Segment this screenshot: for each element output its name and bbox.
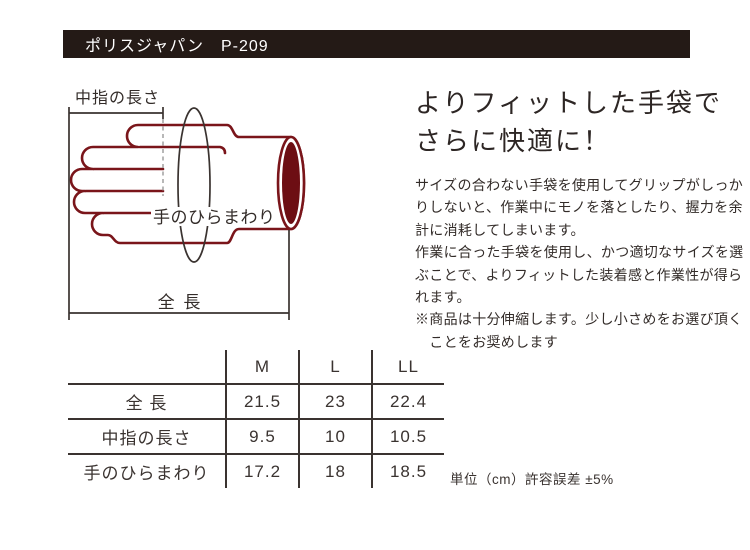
size-value-cell: 9.5 — [225, 418, 299, 454]
size-value-cell: 10.5 — [371, 418, 444, 454]
unit-note: 単位（cm）許容誤差 ±5% — [450, 472, 614, 487]
intro-body-line: サイズの合わない手袋を使用してグリップがしっか — [415, 177, 744, 193]
finger-separator-line-1 — [138, 145, 227, 155]
intro-body-line: ことをお奨めします — [415, 333, 558, 350]
intro-body-line: ぶことで、よりフィットした装着感と作業性が得ら — [415, 266, 743, 283]
palm-circumference-label: 手のひらまわり — [153, 208, 276, 227]
glove-diagram-svg: 中指の長さ 手のひらまわり 全 長 — [68, 89, 306, 320]
size-value-cell: 22.4 — [371, 383, 444, 419]
intro-body: サイズの合わない手袋を使用してグリップがしっか りしないと、作業中にモノを落とし… — [415, 174, 750, 353]
size-value-cell: 23 — [298, 383, 372, 419]
intro-body-line: 計に消耗してしまいます。 — [415, 221, 585, 238]
intro-body-line: りしないと、作業中にモノを落としたり、握力を余 — [415, 199, 743, 216]
size-column-header-m: M — [225, 350, 299, 384]
size-row-label: 中指の長さ — [68, 418, 226, 454]
product-title: ポリスジャパン P-209 — [85, 38, 269, 55]
product-header-bar: ポリスジャパン P-209 — [63, 30, 690, 58]
size-table-row-middle-finger: 中指の長さ 9.5 10 10.5 — [68, 418, 444, 454]
size-value-cell: 17.2 — [225, 453, 299, 488]
total-length-label: 全 長 — [158, 293, 203, 312]
size-column-header-l: L — [298, 350, 372, 384]
size-column-header-ll: LL — [371, 350, 444, 384]
size-table-corner-cell — [68, 350, 226, 384]
cuff-inner-ellipse — [282, 142, 300, 224]
size-value-cell: 10 — [298, 418, 372, 454]
palm-circumference-ellipse — [177, 107, 211, 263]
intro-section: よりフィットした手袋で さらに快適に！ サイズの合わない手袋を使用してグリップが… — [415, 84, 750, 353]
intro-heading: よりフィットした手袋で さらに快適に！ — [415, 84, 750, 160]
size-row-label: 全 長 — [68, 383, 226, 419]
glove-size-diagram: 中指の長さ 手のひらまわり 全 長 — [50, 80, 410, 340]
size-table-row-palm-circumference: 手のひらまわり 17.2 18 18.5 — [68, 453, 444, 488]
intro-body-line: 作業に合った手袋を使用し、かつ適切なサイズを選 — [415, 244, 744, 261]
size-value-cell: 21.5 — [225, 383, 299, 419]
middle-finger-length-label: 中指の長さ — [75, 89, 160, 107]
size-table: M L LL 全 長 21.5 23 22.4 中指の長さ 9.5 10 10.… — [68, 350, 444, 488]
size-row-label: 手のひらまわり — [68, 453, 226, 488]
intro-body-line: れます。 — [415, 289, 471, 306]
size-table-row-total-length: 全 長 21.5 23 22.4 — [68, 383, 444, 419]
size-value-cell: 18.5 — [371, 453, 444, 488]
size-value-cell: 18 — [298, 453, 372, 488]
intro-heading-line: よりフィットした手袋で — [415, 88, 722, 118]
intro-body-line: ※商品は十分伸縮します。少し小さめをお選び頂く — [415, 311, 743, 328]
intro-heading-line: さらに快適に！ — [415, 126, 612, 156]
palm-label-backdrop — [151, 207, 275, 226]
size-table-header-row: M L LL — [68, 350, 444, 384]
